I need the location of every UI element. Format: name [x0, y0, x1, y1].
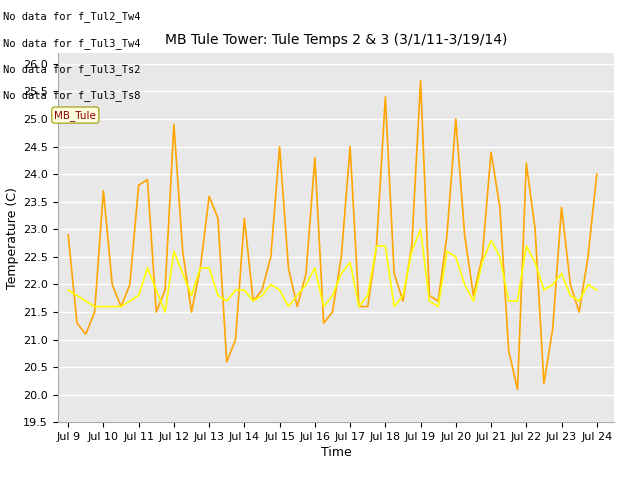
Text: No data for f_Tul3_Ts2: No data for f_Tul3_Ts2	[3, 64, 141, 75]
Tul2_Ts-2	[417, 77, 424, 83]
Tul2_Ts-2	[250, 298, 257, 304]
Tul2_Ts-8	[161, 309, 169, 315]
Tul2_Ts-8	[355, 304, 363, 310]
Text: No data for f_Tul3_Tw4: No data for f_Tul3_Tw4	[3, 37, 141, 48]
Line: Tul2_Ts-2: Tul2_Ts-2	[68, 80, 596, 389]
Tul2_Ts-8	[65, 287, 72, 293]
Tul2_Ts-2	[540, 381, 548, 387]
X-axis label: Time: Time	[321, 446, 351, 459]
Tul2_Ts-8	[540, 287, 548, 293]
Tul2_Ts-2	[514, 386, 522, 392]
Tul2_Ts-8	[390, 304, 398, 310]
Tul2_Ts-8	[196, 265, 204, 271]
Tul2_Ts-8	[593, 287, 600, 293]
Text: No data for f_Tul3_Ts8: No data for f_Tul3_Ts8	[3, 90, 141, 101]
Tul2_Ts-2	[381, 94, 389, 100]
Tul2_Ts-2	[188, 309, 195, 315]
Line: Tul2_Ts-8: Tul2_Ts-8	[68, 229, 596, 312]
Tul2_Ts-8	[417, 227, 424, 232]
Tul2_Ts-2	[170, 121, 178, 127]
Text: No data for f_Tul2_Tw4: No data for f_Tul2_Tw4	[3, 11, 141, 22]
Tul2_Ts-8	[258, 293, 266, 299]
Title: MB Tule Tower: Tule Temps 2 & 3 (3/1/11-3/19/14): MB Tule Tower: Tule Temps 2 & 3 (3/1/11-…	[165, 34, 507, 48]
Y-axis label: Temperature (C): Temperature (C)	[6, 187, 19, 288]
Legend: Tul2_Ts-2, Tul2_Ts-8: Tul2_Ts-2, Tul2_Ts-8	[221, 477, 451, 480]
Tul2_Ts-8	[179, 271, 186, 276]
Tul2_Ts-2	[346, 144, 354, 149]
Tul2_Ts-2	[593, 171, 600, 177]
Text: MB_Tule: MB_Tule	[54, 109, 96, 120]
Tul2_Ts-2	[65, 232, 72, 238]
